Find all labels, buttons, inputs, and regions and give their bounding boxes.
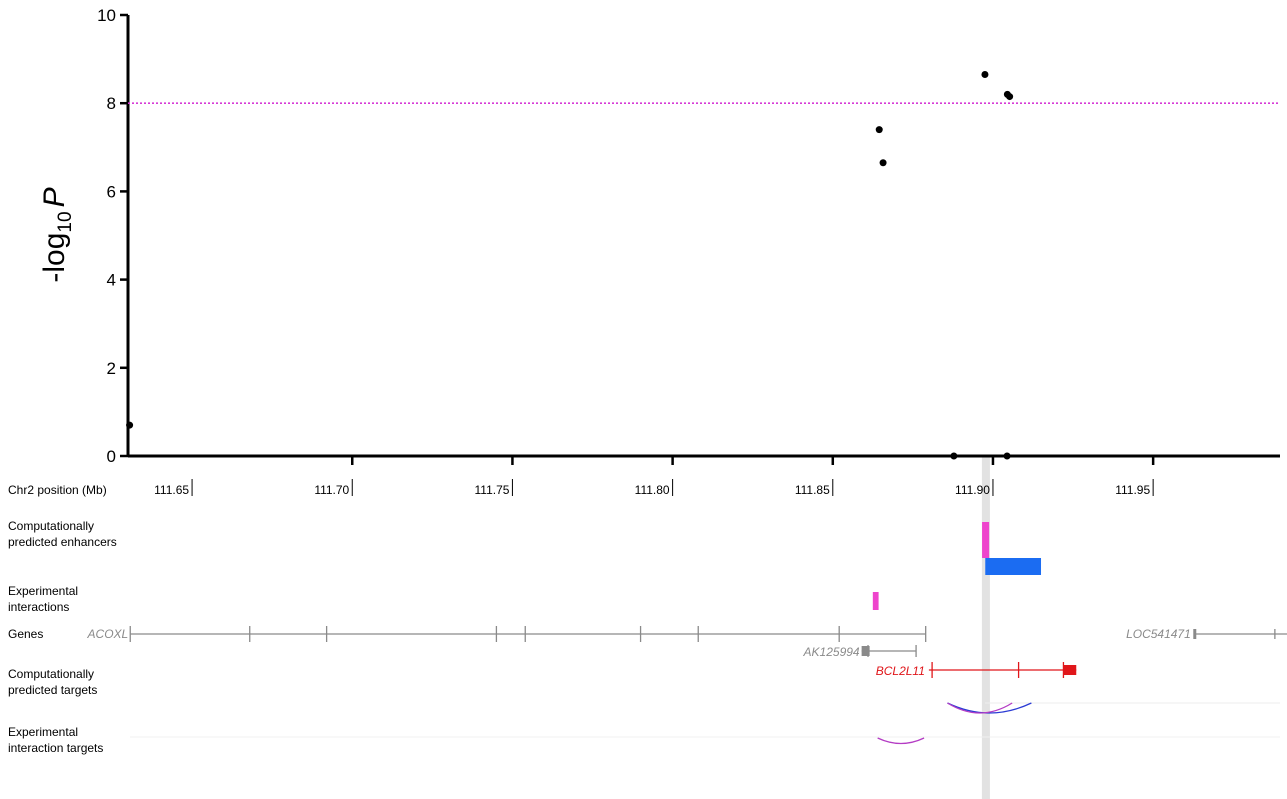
interaction-targets-label-line2: interaction targets <box>8 741 103 755</box>
y-tick-label-2: 4 <box>107 271 116 290</box>
y-tick-label-3: 6 <box>107 182 116 201</box>
genes-track-label: Genes <box>8 627 43 641</box>
y-axis: 0 2 4 6 8 10 <box>97 6 130 466</box>
enhancer-track-label-line2: predicted enhancers <box>8 535 117 549</box>
gene-label-loc541471: LOC541471 <box>1126 627 1191 641</box>
interaction-targets-label-line1: Experimental <box>8 725 78 739</box>
y-axis-label-prefix: -log <box>38 233 71 283</box>
enhancer-track: Computationally predicted enhancers <box>8 519 1042 575</box>
predicted-target-arc-1 <box>947 702 1013 714</box>
position-tick-label-6: 111.95 <box>1115 483 1150 497</box>
y-tick-label-5: 10 <box>97 6 116 25</box>
enhancer-element-1 <box>985 558 1042 575</box>
y-tick-label-4: 8 <box>107 94 116 113</box>
scatter-points <box>126 71 1014 460</box>
interaction-track-label-line1: Experimental <box>8 584 78 598</box>
position-tick-label-0: 111.65 <box>154 483 189 497</box>
position-tick-label-5: 111.90 <box>955 483 990 497</box>
data-point-2 <box>879 159 887 167</box>
interaction-track-label: Experimental interactions <box>8 584 81 614</box>
y-axis-label: -log10 P <box>38 187 76 282</box>
position-tick-label-4: 111.85 <box>795 483 830 497</box>
predicted-targets-label-line1: Computationally <box>8 667 94 681</box>
enhancer-element-0 <box>982 522 990 558</box>
highlight-band-layer <box>981 456 990 799</box>
data-point-1 <box>875 126 883 134</box>
enhancer-elements <box>982 522 1042 575</box>
x-axis <box>128 454 1280 465</box>
genes-track: Genes ACOXL LOC541471 AK125994 BCL2L11 <box>8 626 1287 678</box>
gene-label-bcl2l11: BCL2L11 <box>876 664 925 678</box>
y-axis-label-italic: P <box>38 187 71 207</box>
gene-label-acoxl: ACOXL <box>87 627 129 641</box>
interaction-targets-track: Experimental interaction targets <box>8 725 1280 755</box>
predicted-target-arc-0 <box>947 702 1032 714</box>
data-point-0 <box>126 421 134 429</box>
interaction-target-arcs <box>877 737 925 745</box>
interaction-track-label-line2: interactions <box>8 600 69 614</box>
position-tick-label-2: 111.75 <box>475 483 510 497</box>
interaction-element-0 <box>872 592 879 610</box>
gene-elements: ACOXL LOC541471 AK125994 BCL2L11 <box>87 626 1287 678</box>
position-axis: Chr2 position (Mb) 111.65 111.70 111.75 111… <box>8 479 1154 497</box>
gene-label-ak125994: AK125994 <box>803 645 860 659</box>
predicted-targets-track-label: Computationally predicted targets <box>8 667 97 697</box>
interaction-elements <box>872 592 879 610</box>
position-ticks: 111.65 111.70 111.75 111.80 111.85 111.90 111.… <box>154 479 1154 497</box>
data-point-6 <box>1006 93 1014 101</box>
y-axis-label-subscript: 10 <box>55 211 76 232</box>
predicted-target-arcs <box>947 702 1032 714</box>
position-axis-label: Chr2 position (Mb) <box>8 483 107 497</box>
data-point-7 <box>1003 452 1011 460</box>
enhancer-track-label-line1: Computationally <box>8 519 94 533</box>
predicted-targets-track: Computationally predicted targets <box>8 667 1280 714</box>
position-tick-label-1: 111.70 <box>314 483 349 497</box>
y-tick-label-1: 2 <box>107 359 116 378</box>
predicted-targets-label-line2: predicted targets <box>8 683 97 697</box>
gene-bcl2l11-utr <box>1063 665 1077 675</box>
enhancer-track-label: Computationally predicted enhancers <box>8 519 117 549</box>
interaction-targets-track-label: Experimental interaction targets <box>8 725 103 755</box>
interaction-track: Experimental interactions <box>8 584 879 614</box>
gene-ak125994-exon-0 <box>861 646 870 656</box>
interaction-target-arc-0 <box>877 737 925 745</box>
y-tick-label-0: 0 <box>107 447 116 466</box>
gene-loc541471-exon-0 <box>1193 629 1197 639</box>
highlight-band <box>981 456 990 799</box>
data-point-3 <box>950 452 958 460</box>
data-point-4 <box>981 71 989 79</box>
position-tick-label-3: 111.80 <box>635 483 670 497</box>
